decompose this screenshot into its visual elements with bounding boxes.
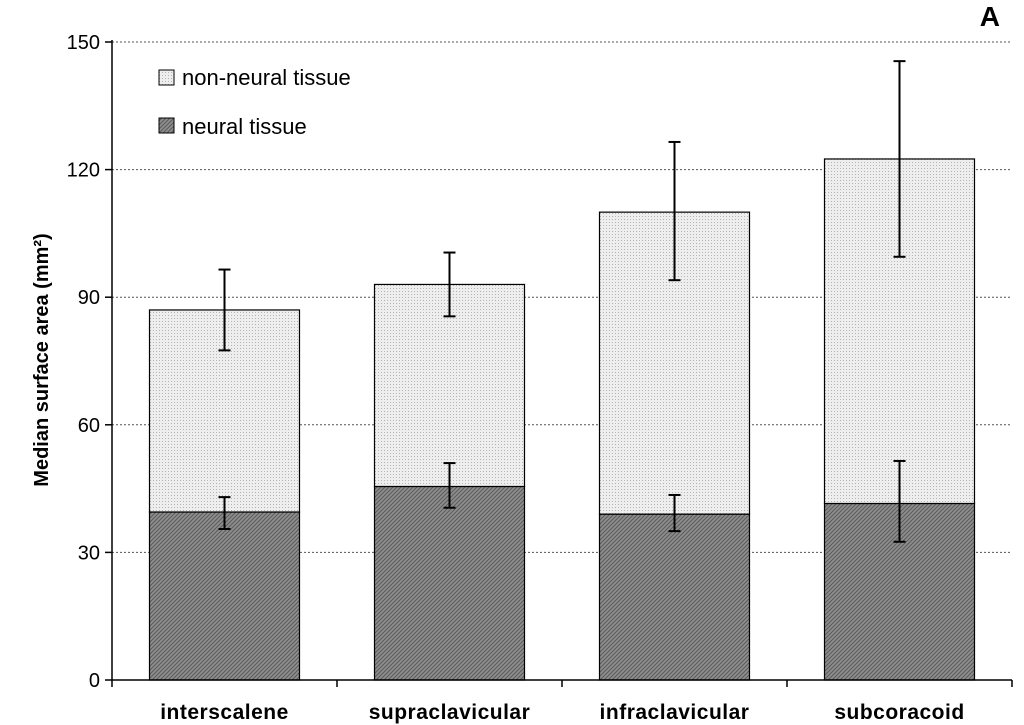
bar-supraclavicular-neural (373, 485, 526, 681)
y-tick-label-60: 60 (78, 415, 100, 437)
axes: 0 30 60 90 120 150 interscalene supraclavicular… (67, 32, 1013, 724)
legend-swatch-non-neural (158, 69, 175, 86)
legend-label-non-neural: non-neural tissue (182, 65, 351, 90)
bar-infraclavicular-neural (598, 513, 751, 681)
y-tick-label-90: 90 (78, 287, 100, 309)
error-bars (218, 60, 906, 543)
y-tick-label-30: 30 (78, 542, 100, 564)
bar-supraclavicular-non-neural (373, 283, 526, 488)
bar-interscalene-neural (148, 511, 301, 681)
y-axis-title: Median surface area (mm²) (31, 233, 53, 486)
x-category-label-interscalene: interscalene (160, 701, 289, 724)
x-category-label-supraclavicular: supraclavicular (369, 701, 531, 724)
y-tick-label-150: 150 (67, 32, 100, 54)
legend-label-neural: neural tissue (182, 114, 307, 139)
y-tick-label-120: 120 (67, 160, 100, 182)
panel-letter: A (980, 1, 1000, 32)
x-category-label-subcoracoid: subcoracoid (834, 701, 964, 724)
legend: non-neural tissue neural tissue (158, 65, 351, 139)
bars (148, 158, 976, 681)
y-tick-label-0: 0 (89, 670, 100, 692)
x-category-label-infraclavicular: infraclavicular (600, 701, 750, 724)
legend-swatch-neural (158, 117, 175, 134)
